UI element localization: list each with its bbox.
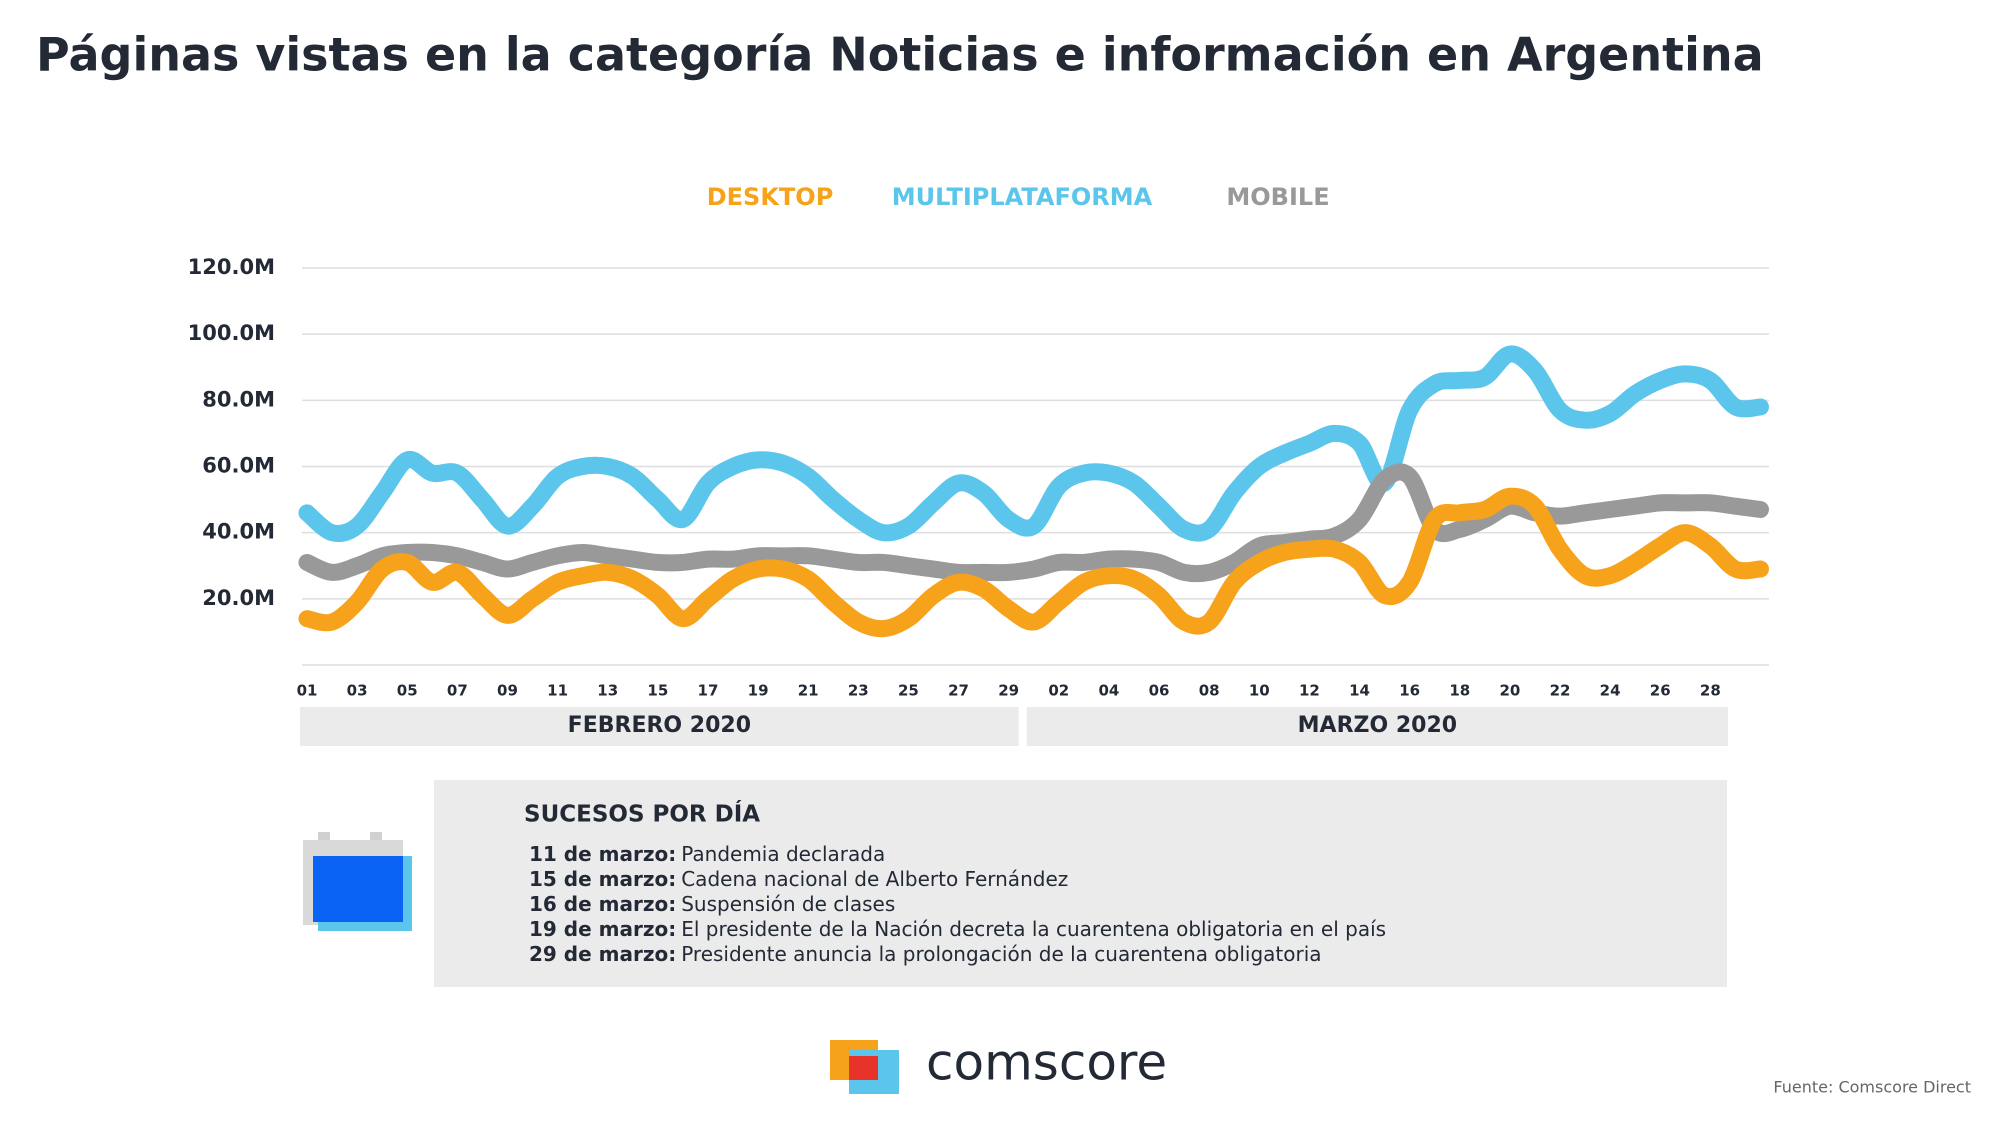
x-tick-label: 06 bbox=[1149, 682, 1170, 700]
x-tick-label: 08 bbox=[1199, 682, 1220, 700]
x-tick-label: 01 bbox=[297, 682, 318, 700]
y-tick-label: 40.0M bbox=[202, 520, 275, 544]
event-date: 15 de marzo: bbox=[529, 867, 676, 891]
month-label: MARZO 2020 bbox=[1298, 713, 1457, 738]
x-tick-label: 07 bbox=[447, 682, 468, 700]
y-tick-label: 60.0M bbox=[202, 454, 275, 478]
x-tick-label: 25 bbox=[898, 682, 919, 700]
y-tick-label: 100.0M bbox=[188, 321, 275, 345]
event-line: 11 de marzo: Pandemia declarada bbox=[529, 842, 885, 866]
event-date: 11 de marzo: bbox=[529, 842, 676, 866]
y-tick-label: 20.0M bbox=[202, 586, 275, 610]
x-tick-label: 04 bbox=[1098, 682, 1119, 700]
x-tick-label: 12 bbox=[1299, 682, 1320, 700]
series-line bbox=[298, 345, 1769, 542]
event-date: 19 de marzo: bbox=[529, 917, 676, 941]
event-date: 16 de marzo: bbox=[529, 892, 676, 916]
event-text: Presidente anuncia la prolongación de la… bbox=[681, 942, 1321, 966]
logo-icon bbox=[830, 1040, 899, 1094]
x-tick-label: 15 bbox=[647, 682, 668, 700]
x-tick-label: 27 bbox=[948, 682, 969, 700]
event-line: 29 de marzo: Presidente anuncia la prolon… bbox=[529, 942, 1322, 966]
x-tick-label: 09 bbox=[497, 682, 518, 700]
events-box bbox=[434, 780, 1727, 987]
legend-entry: DESKTOP bbox=[707, 183, 834, 211]
x-tick-label: 20 bbox=[1499, 682, 1520, 700]
legend-entry: MULTIPLATAFORMA bbox=[892, 183, 1153, 211]
chart-title: Páginas vistas en la categoría Noticias … bbox=[36, 28, 1764, 82]
x-tick-label: 17 bbox=[698, 682, 719, 700]
event-date: 29 de marzo: bbox=[529, 942, 676, 966]
x-tick-label: 21 bbox=[798, 682, 819, 700]
y-tick-label: 120.0M bbox=[188, 255, 275, 279]
x-tick-label: 26 bbox=[1650, 682, 1671, 700]
x-tick-label: 14 bbox=[1349, 682, 1370, 700]
event-text: El presidente de la Nación decreta la cu… bbox=[681, 917, 1386, 941]
month-band bbox=[300, 707, 1019, 746]
logo-text: comscore bbox=[926, 1034, 1167, 1092]
x-tick-label: 10 bbox=[1249, 682, 1270, 700]
x-tick-label: 11 bbox=[547, 682, 568, 700]
x-tick-label: 28 bbox=[1700, 682, 1721, 700]
event-text: Suspensión de clases bbox=[681, 892, 895, 916]
event-line: 16 de marzo: Suspensión de clases bbox=[529, 892, 895, 916]
source: Fuente: Comscore Direct bbox=[1773, 1078, 1971, 1097]
month-label: FEBRERO 2020 bbox=[568, 713, 751, 738]
x-tick-label: 23 bbox=[848, 682, 869, 700]
event-text: Pandemia declarada bbox=[681, 842, 885, 866]
x-tick-label: 05 bbox=[397, 682, 418, 700]
y-tick-label: 80.0M bbox=[202, 387, 275, 411]
event-line: 15 de marzo: Cadena nacional de Alberto F… bbox=[529, 867, 1068, 891]
x-tick-label: 24 bbox=[1600, 682, 1621, 700]
event-line: 19 de marzo: El presidente de la Nación d… bbox=[529, 917, 1386, 941]
events-title: SUCESOS POR DÍA bbox=[524, 800, 760, 828]
calendar-icon bbox=[303, 832, 412, 931]
x-tick-label: 16 bbox=[1399, 682, 1420, 700]
event-text: Cadena nacional de Alberto Fernández bbox=[681, 867, 1068, 891]
x-tick-label: 02 bbox=[1048, 682, 1069, 700]
x-tick-label: 13 bbox=[597, 682, 618, 700]
x-tick-label: 19 bbox=[748, 682, 769, 700]
series-line bbox=[298, 463, 1769, 583]
legend-entry: MOBILE bbox=[1226, 183, 1329, 211]
x-tick-label: 18 bbox=[1449, 682, 1470, 700]
x-tick-label: 29 bbox=[998, 682, 1019, 700]
series-line bbox=[298, 487, 1769, 638]
month-band bbox=[1026, 707, 1728, 746]
x-tick-label: 22 bbox=[1550, 682, 1571, 700]
x-tick-label: 03 bbox=[347, 682, 368, 700]
